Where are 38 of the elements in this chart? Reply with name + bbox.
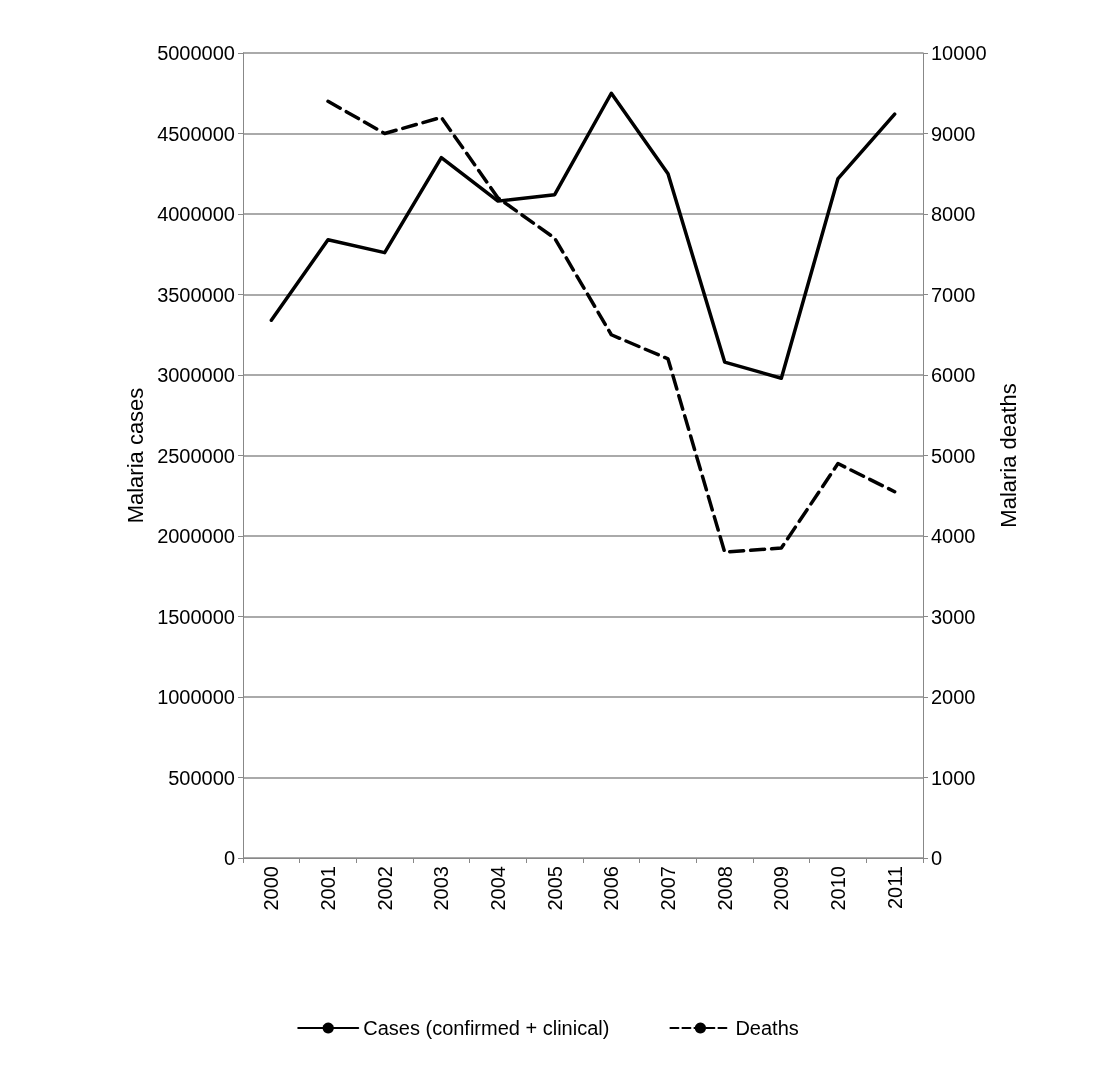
y2-tick-label: 9000 [931,122,976,145]
x-tick-label: 2002 [373,866,396,911]
y2-tick-label: 2000 [931,686,976,708]
x-tick-label: 2007 [657,866,679,911]
x-tick-label: 2005 [543,866,566,911]
y2-tick-label: 5000 [931,444,976,467]
y-tick-label: 2000000 [157,525,235,547]
y-tick-label: 500000 [168,766,235,789]
y2-tick-label: 7000 [931,283,976,306]
y-tick-label: 3000000 [157,364,235,386]
x-tick-label: 2006 [600,866,623,911]
y-tick-label: 5000000 [157,42,235,64]
y2-tick-label: 1000 [931,766,976,789]
y2-tick-label: 8000 [931,203,976,225]
x-tick-label: 2008 [713,866,736,911]
y-tick-label: 3500000 [157,283,235,306]
y2-tick-label: 10000 [931,42,987,64]
legend-label: Deaths [735,1017,799,1039]
y-tick-label: 0 [223,847,235,869]
y2-tick-label: 0 [931,847,943,869]
y2-axis-title: Malaria deaths [996,383,1022,528]
y-axis-title: Malaria cases [122,387,148,524]
x-tick-label: 2000 [260,866,283,911]
x-tick-label: 2011 [883,866,906,910]
legend-label: Cases (confirmed + clinical) [363,1017,610,1039]
y-tick-label: 1500000 [157,605,235,628]
x-tick-label: 2001 [317,866,339,911]
x-tick-label: 2010 [827,866,849,911]
x-tick-label: 2004 [487,866,509,911]
y2-tick-label: 3000 [931,605,976,628]
y2-tick-label: 6000 [931,364,976,386]
y2-tick-label: 4000 [931,525,976,547]
y-tick-label: 1000000 [157,686,235,708]
x-tick-label: 2003 [430,866,453,911]
y-tick-label: 4000000 [157,203,235,225]
y-tick-label: 4500000 [157,122,235,145]
y-tick-label: 2500000 [157,444,235,467]
x-tick-label: 2009 [770,866,793,911]
